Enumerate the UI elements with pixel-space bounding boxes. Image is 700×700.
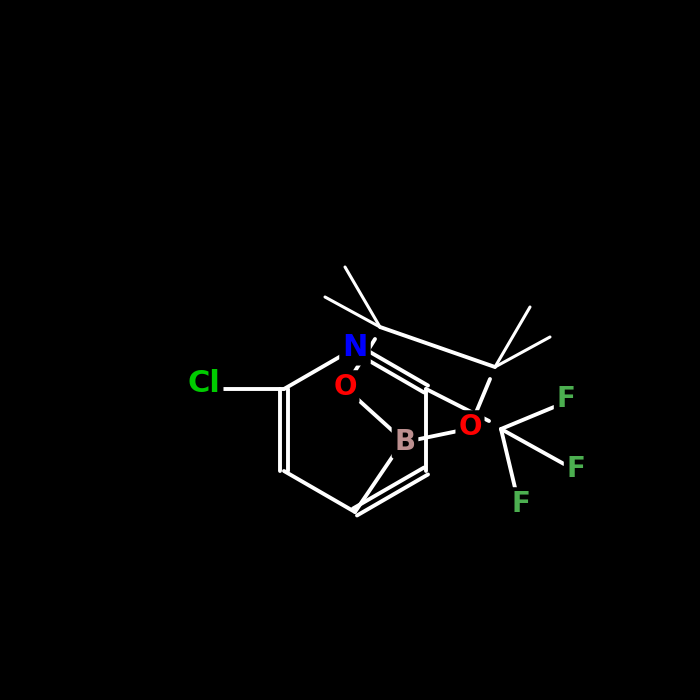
Text: B: B xyxy=(394,428,416,456)
Text: F: F xyxy=(512,490,531,518)
Text: F: F xyxy=(556,385,575,413)
Text: O: O xyxy=(458,413,482,441)
Text: F: F xyxy=(566,455,585,483)
Text: N: N xyxy=(342,333,368,363)
Text: Cl: Cl xyxy=(188,370,220,398)
Text: O: O xyxy=(333,373,357,401)
